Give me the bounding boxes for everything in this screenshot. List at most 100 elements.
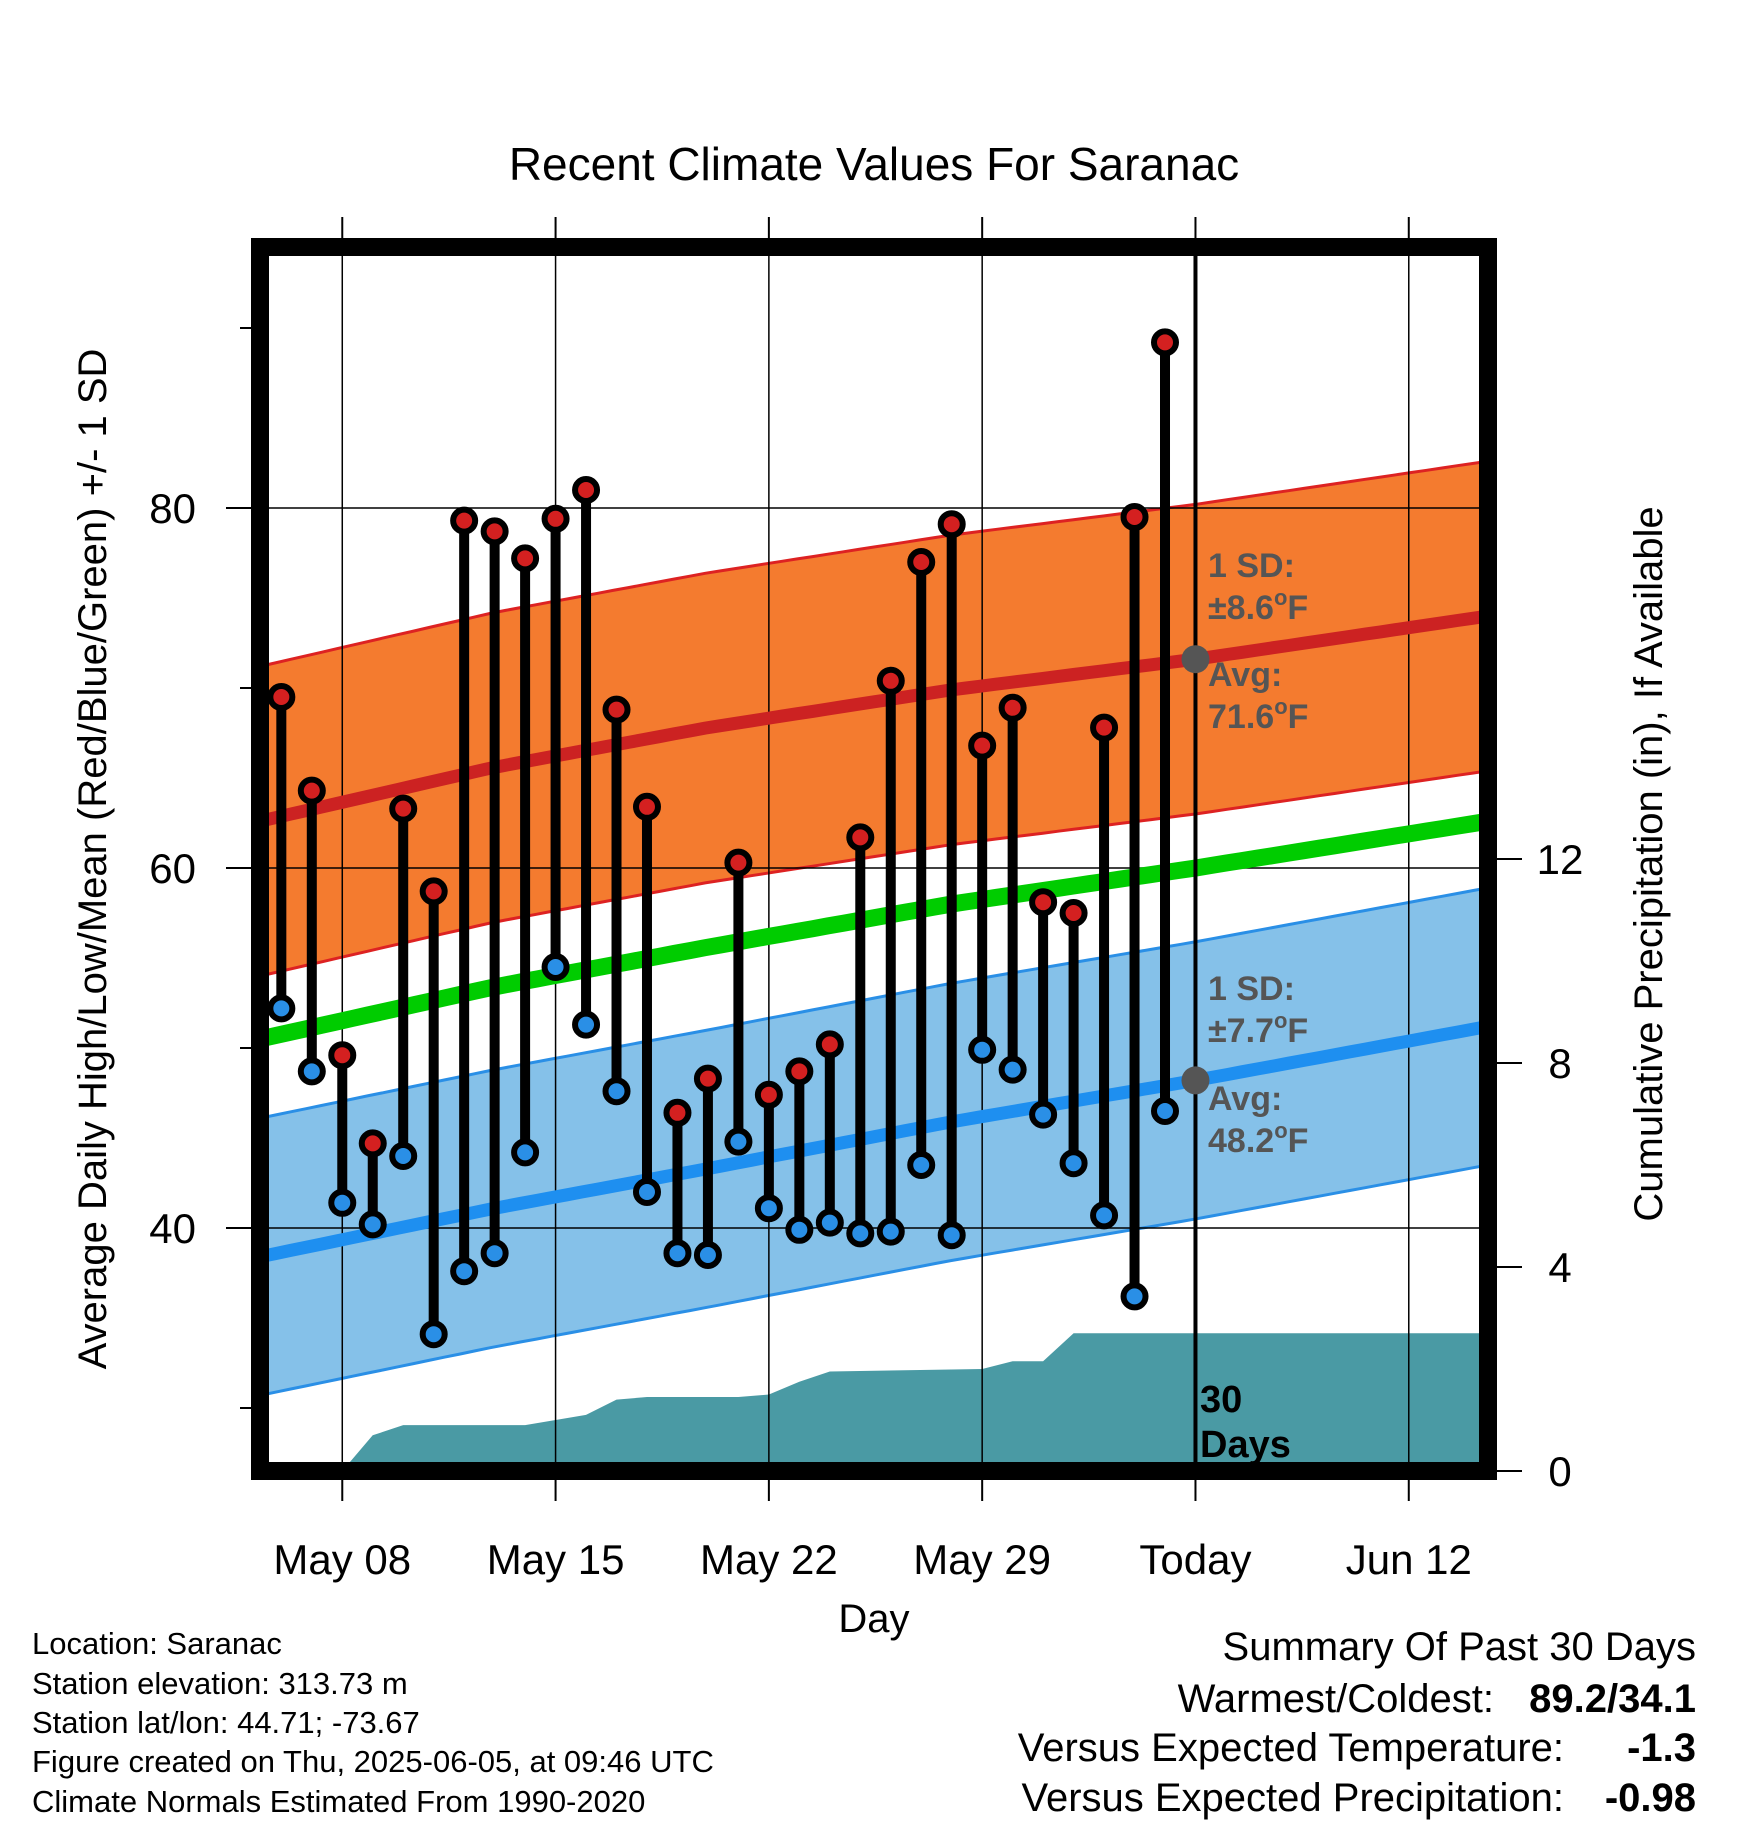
- y-right-tick-label: 12: [1537, 836, 1584, 883]
- high-point: [693, 1064, 722, 1093]
- low-point: [846, 1219, 875, 1248]
- precip-fill: [342, 1333, 1488, 1471]
- low-point: [998, 1055, 1027, 1084]
- days-label: 30 Days: [1200, 1379, 1291, 1466]
- high-point: [724, 848, 753, 877]
- high-point: [572, 476, 601, 504]
- high-point: [1059, 899, 1088, 927]
- x-tick-label: May 15: [487, 1536, 625, 1583]
- y-left-tick-label: 40: [149, 1205, 196, 1252]
- low-sd-band-lower-edge: [259, 1163, 1489, 1397]
- high-sd-band-fill: [260, 461, 1488, 976]
- x-tick-label: Jun 12: [1346, 1536, 1472, 1583]
- footer-location: Location: Saranac: [32, 1626, 282, 1661]
- summary-warmest-label: Warmest/Coldest:: [1178, 1677, 1494, 1721]
- low-point: [693, 1241, 722, 1269]
- low-point: [572, 1010, 601, 1039]
- low-point: [389, 1142, 418, 1170]
- low-point: [907, 1151, 936, 1179]
- summary-temp-value: -1.3: [1627, 1726, 1696, 1770]
- low-point: [328, 1188, 357, 1217]
- low-point: [480, 1239, 509, 1268]
- high-point: [754, 1080, 783, 1109]
- high-point: [968, 731, 997, 760]
- annotations: 1 SD: ±8.6oF Avg: 71.6oF 1 SD: ±7.7oF Av…: [1200, 547, 1308, 1466]
- high-point: [1151, 328, 1180, 357]
- low-point: [937, 1221, 966, 1250]
- x-axis-label: Day: [838, 1597, 909, 1641]
- high-point: [1120, 503, 1149, 531]
- plot-frame: [251, 238, 1497, 1480]
- low-point: [785, 1215, 814, 1244]
- low-point: [419, 1320, 448, 1349]
- high-avg-label: Avg: 71.6oF: [1208, 656, 1308, 736]
- high-point: [937, 510, 966, 539]
- footer-latlon: Station lat/lon: 44.71; -73.67: [32, 1705, 420, 1740]
- high-point: [267, 683, 296, 711]
- x-tick-label: May 08: [273, 1536, 411, 1583]
- low-point: [358, 1210, 387, 1239]
- chart-title: Recent Climate Values For Saranac: [509, 138, 1239, 190]
- high-point: [998, 693, 1027, 722]
- today-marker: [1181, 247, 1210, 1471]
- low-point: [1120, 1282, 1149, 1311]
- high-point: [419, 877, 448, 906]
- summary-temp-label: Versus Expected Temperature:: [1018, 1726, 1564, 1770]
- low-point: [602, 1077, 631, 1106]
- low-point: [541, 953, 570, 981]
- low-point: [297, 1057, 326, 1086]
- low-point: [1151, 1097, 1180, 1125]
- x-tick-label: Today: [1139, 1536, 1251, 1583]
- footer-created: Figure created on Thu, 2025-06-05, at 09…: [32, 1744, 714, 1779]
- high-point: [541, 504, 570, 533]
- low-point: [267, 994, 296, 1023]
- y-left-tick-label: 60: [149, 845, 196, 892]
- high-point: [297, 776, 326, 805]
- low-point: [450, 1257, 479, 1286]
- high-point: [663, 1098, 692, 1127]
- high-point: [876, 666, 905, 695]
- low-point: [968, 1035, 997, 1064]
- high-point: [632, 792, 661, 821]
- high-point: [602, 695, 631, 724]
- low-point: [724, 1127, 753, 1156]
- y-right-tick-label: 4: [1548, 1244, 1571, 1291]
- today-high-avg-dot: [1181, 645, 1210, 674]
- summary-precip-label: Versus Expected Precipitation:: [1021, 1776, 1564, 1820]
- y-axis-left-label: Average Daily High/Low/Mean (Red/Blue/Gr…: [71, 349, 115, 1370]
- summary-heading: Summary Of Past 30 Days: [1223, 1625, 1696, 1669]
- low-point: [1029, 1100, 1058, 1129]
- y-right-tick-label: 0: [1548, 1448, 1571, 1495]
- high-point: [815, 1030, 844, 1059]
- y-left-tick-label: 80: [149, 485, 196, 532]
- summary-warmest-value: 89.2/34.1: [1529, 1677, 1696, 1721]
- today-low-avg-dot: [1181, 1066, 1210, 1095]
- high-point: [1029, 888, 1058, 917]
- low-point: [511, 1138, 540, 1167]
- high-point: [450, 506, 479, 535]
- low-avg-label: Avg: 48.2oF: [1208, 1080, 1308, 1160]
- high-point: [389, 794, 418, 823]
- low-point: [754, 1194, 783, 1223]
- low-point: [876, 1217, 905, 1246]
- summary-precip-value: -0.98: [1605, 1776, 1696, 1820]
- high-point: [328, 1041, 357, 1070]
- high-point: [358, 1129, 387, 1158]
- high-point: [846, 823, 875, 852]
- daily-range-bars: [267, 328, 1180, 1349]
- low-point: [815, 1208, 844, 1237]
- axes: May 08 May 15 May 22 May 29 Today Jun 1240608…: [149, 217, 1583, 1583]
- precipitation-area: [342, 1333, 1488, 1471]
- low-point: [663, 1239, 692, 1268]
- low-point: [1059, 1149, 1088, 1178]
- footer-normals: Climate Normals Estimated From 1990-2020: [32, 1784, 645, 1819]
- low-point: [1090, 1201, 1119, 1230]
- high-point: [785, 1057, 814, 1086]
- footer-elevation: Station elevation: 313.73 m: [32, 1666, 408, 1701]
- y-right-tick-label: 8: [1548, 1040, 1571, 1087]
- high-point: [480, 517, 509, 546]
- high-point: [907, 548, 936, 576]
- low-sd-label: 1 SD: ±7.7oF: [1208, 970, 1308, 1050]
- high-point: [1090, 713, 1119, 742]
